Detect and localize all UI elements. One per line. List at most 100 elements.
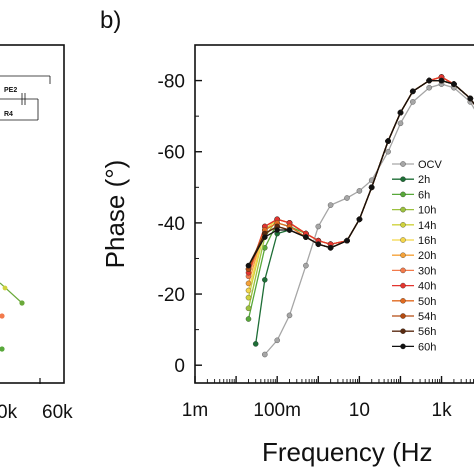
- legend: OCV 2h 6h 10h 14h 16h 20h 30h 40h 50h 54h 56h 60h: [392, 159, 443, 353]
- series-16h: [245, 74, 474, 294]
- legend-label: 14h: [418, 220, 436, 232]
- data-point: [286, 227, 293, 233]
- series-group: [245, 74, 474, 358]
- legend-item: 2h: [392, 174, 430, 186]
- legend-swatch-marker: [400, 267, 406, 274]
- data-point: [327, 202, 334, 208]
- legend-swatch-marker: [400, 343, 406, 350]
- series-line: [247, 76, 474, 291]
- legend-item: 16h: [392, 235, 436, 247]
- panel-label: b): [100, 7, 121, 34]
- legend-item: 14h: [392, 220, 436, 232]
- legend-item: 6h: [392, 189, 430, 201]
- legend-label: 2h: [418, 174, 430, 186]
- plot-frame: [194, 44, 474, 384]
- data-point: [327, 245, 334, 251]
- legend-swatch-marker: [400, 191, 406, 198]
- legend-label: 50h: [418, 296, 436, 308]
- legend-swatch-marker: [400, 252, 406, 258]
- legend-label: 16h: [418, 235, 436, 247]
- legend-label: 54h: [418, 311, 436, 323]
- series-line: [247, 79, 474, 270]
- y-axis: -80 -60 -40 -20 0: [158, 44, 202, 377]
- legend-item: 20h: [392, 250, 436, 262]
- series-line: [247, 79, 474, 320]
- legend-label: 10h: [418, 205, 436, 217]
- data-point: [344, 195, 350, 201]
- left-x-tick-60k: 60k: [42, 402, 73, 423]
- data-point: [262, 277, 268, 283]
- data-point: [262, 234, 268, 240]
- data-point: [397, 120, 404, 127]
- data-point: [315, 241, 322, 247]
- legend-swatch-marker: [400, 176, 406, 182]
- data-point: [397, 109, 404, 116]
- data-point: [438, 77, 445, 84]
- legend-swatch-marker: [400, 298, 406, 304]
- data-point: [426, 84, 432, 91]
- series-line: [247, 76, 474, 298]
- left-panel-data: [0, 282, 41, 384]
- legend-label: OCV: [418, 159, 443, 171]
- data-point: [451, 81, 457, 87]
- legend-swatch-marker: [400, 328, 406, 334]
- data-point: [274, 227, 280, 233]
- data-point: [356, 216, 363, 223]
- data-point: [245, 305, 252, 312]
- left-panel: PE2 R4 0k 60k: [0, 44, 73, 423]
- legend-swatch-marker: [400, 206, 406, 213]
- data-point: [344, 237, 350, 244]
- legend-swatch-marker: [400, 282, 406, 289]
- left-x-tick-0k: 0k: [0, 402, 18, 423]
- series-line: [247, 76, 474, 284]
- x-tick-label: 1k: [432, 400, 453, 421]
- data-point: [245, 294, 252, 301]
- data-point: [356, 188, 363, 194]
- x-tick-label: 1m: [182, 400, 208, 421]
- legend-label: 56h: [418, 326, 436, 338]
- series-line: [247, 76, 474, 277]
- x-tick-label: 10: [349, 400, 370, 421]
- series-OCV: [262, 81, 474, 358]
- series-line: [247, 79, 474, 266]
- data-point: [368, 184, 375, 191]
- legend-swatch-marker: [400, 313, 406, 319]
- data-point: [303, 234, 309, 240]
- y-axis-label: Phase (°): [100, 160, 130, 269]
- legend-item: 54h: [392, 311, 436, 323]
- data-point: [426, 77, 432, 84]
- legend-swatch-marker: [400, 222, 406, 228]
- data-point: [385, 138, 391, 144]
- y-tick-label: 0: [174, 356, 185, 377]
- series-2h: [252, 77, 474, 347]
- y-tick-label: -20: [158, 285, 185, 306]
- series-line: [255, 79, 474, 344]
- legend-label: 6h: [418, 189, 430, 201]
- legend-swatch-marker: [400, 161, 406, 167]
- legend-label: 30h: [418, 265, 436, 277]
- legend-item: 30h: [392, 265, 436, 277]
- legend-item: 40h: [392, 281, 436, 293]
- legend-item: 10h: [392, 205, 436, 217]
- circuit-diagram: PE2 R4: [0, 75, 51, 121]
- x-axis: 1m 100m 10 1k: [182, 376, 474, 421]
- y-tick-label: -80: [158, 72, 185, 93]
- legend-item: 60h: [392, 341, 436, 353]
- x-axis-label: Frequency (Hz: [262, 437, 433, 467]
- series-line: [264, 83, 474, 355]
- series-line: [247, 79, 474, 266]
- legend-label: 40h: [418, 281, 436, 293]
- series-60h: [245, 77, 474, 269]
- data-point: [286, 312, 293, 319]
- data-point: [245, 316, 252, 322]
- series-54h: [245, 77, 474, 272]
- series-56h: [245, 77, 474, 269]
- y-tick-label: -60: [158, 143, 185, 164]
- data-point: [385, 148, 391, 155]
- left-panel-frame: [0, 44, 65, 384]
- series-50h: [245, 77, 474, 272]
- series-40h: [245, 74, 474, 276]
- data-point: [274, 337, 280, 344]
- legend-label: 60h: [418, 341, 436, 353]
